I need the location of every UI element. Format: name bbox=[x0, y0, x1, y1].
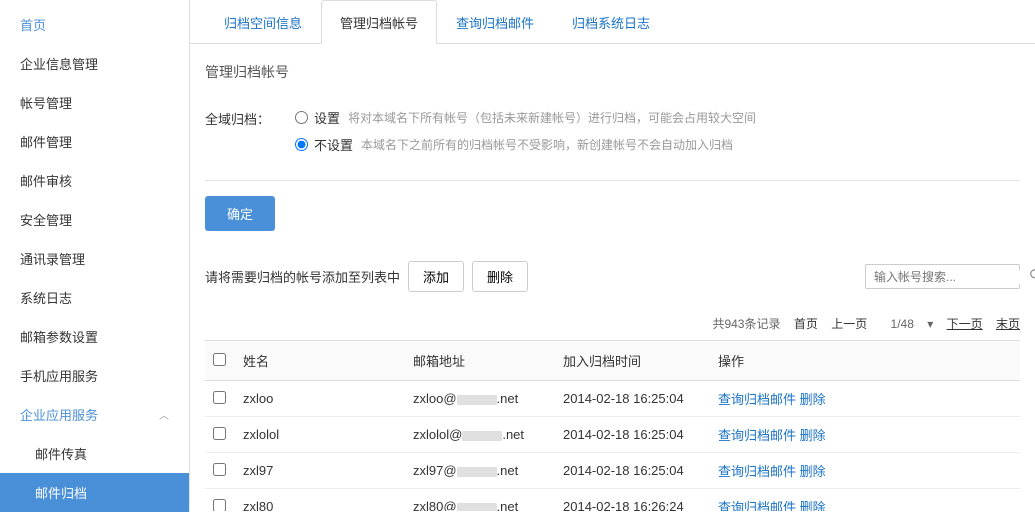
col-action-header: 操作 bbox=[710, 341, 1020, 381]
cell-name: zxl97 bbox=[235, 453, 405, 489]
col-time-header: 加入归档时间 bbox=[555, 341, 710, 381]
total-count: 共943条记录 bbox=[712, 317, 780, 331]
cell-time: 2014-02-18 16:25:04 bbox=[555, 453, 710, 489]
next-page-link[interactable]: 下一页 bbox=[947, 317, 983, 331]
table-row: zxl97zxl97@.net2014-02-18 16:25:04查询归档邮件… bbox=[205, 453, 1020, 489]
radio-option-1: 不设置本域名下之前所有的归档帐号不受影响，新创建帐号不会自动加入归档 bbox=[295, 135, 1020, 154]
sidebar-item-5[interactable]: 安全管理 bbox=[0, 200, 189, 239]
sidebar-item-9[interactable]: 手机应用服务 bbox=[0, 356, 189, 395]
first-page-link[interactable]: 首页 bbox=[794, 317, 818, 331]
pagination: 共943条记录 首页 上一页 1/48 ▾ 下一页 末页 bbox=[190, 307, 1035, 340]
row-delete-link[interactable]: 删除 bbox=[800, 428, 826, 443]
masked-domain bbox=[457, 503, 497, 511]
query-link[interactable]: 查询归档邮件 bbox=[718, 500, 796, 511]
row-delete-link[interactable]: 删除 bbox=[800, 392, 826, 407]
masked-domain bbox=[462, 431, 502, 441]
tab-1[interactable]: 管理归档帐号 bbox=[321, 0, 437, 44]
sidebar-item-6[interactable]: 通讯录管理 bbox=[0, 239, 189, 278]
cell-email: zxl97@.net bbox=[405, 453, 555, 489]
sidebar-item-7[interactable]: 系统日志 bbox=[0, 278, 189, 317]
tabs: 归档空间信息管理归档帐号查询归档邮件归档系统日志 bbox=[190, 0, 1035, 44]
table-row: zxl80zxl80@.net2014-02-18 16:26:24查询归档邮件… bbox=[205, 489, 1020, 512]
col-name-header: 姓名 bbox=[235, 341, 405, 381]
option-label: 全域归档： bbox=[205, 109, 295, 128]
search-icon[interactable] bbox=[1029, 268, 1035, 285]
accounts-table: 姓名 邮箱地址 加入归档时间 操作 zxloozxloo@.net2014-02… bbox=[205, 340, 1020, 511]
sidebar-item-2[interactable]: 帐号管理 bbox=[0, 83, 189, 122]
cell-time: 2014-02-18 16:26:24 bbox=[555, 489, 710, 512]
toolbar-hint: 请将需要归档的帐号添加至列表中 bbox=[205, 267, 400, 286]
cell-time: 2014-02-18 16:25:04 bbox=[555, 417, 710, 453]
cell-actions: 查询归档邮件 删除 bbox=[710, 381, 1020, 417]
cell-email: zxloo@.net bbox=[405, 381, 555, 417]
sidebar-item-enterprise-app[interactable]: 企业应用服务 ︿ bbox=[0, 395, 189, 434]
sidebar-item-0[interactable]: 首页 bbox=[0, 5, 189, 44]
sidebar-subitem-0[interactable]: 邮件传真 bbox=[0, 434, 189, 473]
confirm-button[interactable]: 确定 bbox=[205, 196, 275, 231]
masked-domain bbox=[457, 395, 497, 405]
sidebar-subitem-1[interactable]: 邮件归档 bbox=[0, 473, 189, 512]
row-checkbox[interactable] bbox=[213, 391, 226, 404]
cell-time: 2014-02-18 16:25:04 bbox=[555, 381, 710, 417]
sidebar: 首页企业信息管理帐号管理邮件管理邮件审核安全管理通讯录管理系统日志邮箱参数设置手… bbox=[0, 0, 190, 511]
row-checkbox[interactable] bbox=[213, 463, 226, 476]
page-indicator: 1/48 ▾ bbox=[881, 317, 934, 331]
cell-actions: 查询归档邮件 删除 bbox=[710, 453, 1020, 489]
select-all-checkbox[interactable] bbox=[213, 353, 226, 366]
radio-text-0: 设置 bbox=[314, 108, 340, 127]
cell-name: zxloo bbox=[235, 381, 405, 417]
radio-desc-0: 将对本域名下所有帐号（包括未来新建帐号）进行归档，可能会占用较大空间 bbox=[348, 109, 756, 126]
row-delete-link[interactable]: 删除 bbox=[800, 500, 826, 511]
sidebar-item-1[interactable]: 企业信息管理 bbox=[0, 44, 189, 83]
global-archive-option: 全域归档： 设置将对本域名下所有帐号（包括未来新建帐号）进行归档，可能会占用较大… bbox=[190, 100, 1035, 170]
section-title: 管理归档帐号 bbox=[190, 44, 1035, 100]
cell-email: zxl80@.net bbox=[405, 489, 555, 512]
radio-0[interactable] bbox=[295, 111, 308, 124]
chevron-up-icon: ︿ bbox=[159, 407, 169, 422]
table-row: zxlololzxlolol@.net2014-02-18 16:25:04查询… bbox=[205, 417, 1020, 453]
query-link[interactable]: 查询归档邮件 bbox=[718, 392, 796, 407]
masked-domain bbox=[457, 467, 497, 477]
sidebar-item-4[interactable]: 邮件审核 bbox=[0, 161, 189, 200]
sidebar-item-8[interactable]: 邮箱参数设置 bbox=[0, 317, 189, 356]
delete-button[interactable]: 删除 bbox=[472, 261, 528, 292]
last-page-link[interactable]: 末页 bbox=[996, 317, 1020, 331]
row-delete-link[interactable]: 删除 bbox=[800, 464, 826, 479]
row-checkbox[interactable] bbox=[213, 427, 226, 440]
add-button[interactable]: 添加 bbox=[408, 261, 464, 292]
radio-1[interactable] bbox=[295, 138, 308, 151]
radio-text-1: 不设置 bbox=[314, 135, 353, 154]
tab-3[interactable]: 归档系统日志 bbox=[553, 0, 669, 44]
tab-0[interactable]: 归档空间信息 bbox=[205, 0, 321, 44]
search-input[interactable] bbox=[874, 270, 1029, 284]
row-checkbox[interactable] bbox=[213, 499, 226, 512]
tab-2[interactable]: 查询归档邮件 bbox=[437, 0, 553, 44]
cell-email: zxlolol@.net bbox=[405, 417, 555, 453]
cell-name: zxl80 bbox=[235, 489, 405, 512]
table-row: zxloozxloo@.net2014-02-18 16:25:04查询归档邮件… bbox=[205, 381, 1020, 417]
main-content: 归档空间信息管理归档帐号查询归档邮件归档系统日志 管理归档帐号 全域归档： 设置… bbox=[190, 0, 1035, 511]
query-link[interactable]: 查询归档邮件 bbox=[718, 428, 796, 443]
radio-desc-1: 本域名下之前所有的归档帐号不受影响，新创建帐号不会自动加入归档 bbox=[361, 136, 733, 153]
search-box bbox=[865, 264, 1020, 289]
divider bbox=[205, 180, 1020, 181]
sidebar-item-3[interactable]: 邮件管理 bbox=[0, 122, 189, 161]
cell-name: zxlolol bbox=[235, 417, 405, 453]
col-email-header: 邮箱地址 bbox=[405, 341, 555, 381]
dropdown-icon[interactable]: ▾ bbox=[927, 317, 933, 331]
prev-page-link[interactable]: 上一页 bbox=[831, 317, 867, 331]
toolbar: 请将需要归档的帐号添加至列表中 添加 删除 bbox=[190, 246, 1035, 307]
query-link[interactable]: 查询归档邮件 bbox=[718, 464, 796, 479]
cell-actions: 查询归档邮件 删除 bbox=[710, 489, 1020, 512]
cell-actions: 查询归档邮件 删除 bbox=[710, 417, 1020, 453]
radio-option-0: 设置将对本域名下所有帐号（包括未来新建帐号）进行归档，可能会占用较大空间 bbox=[295, 108, 1020, 127]
